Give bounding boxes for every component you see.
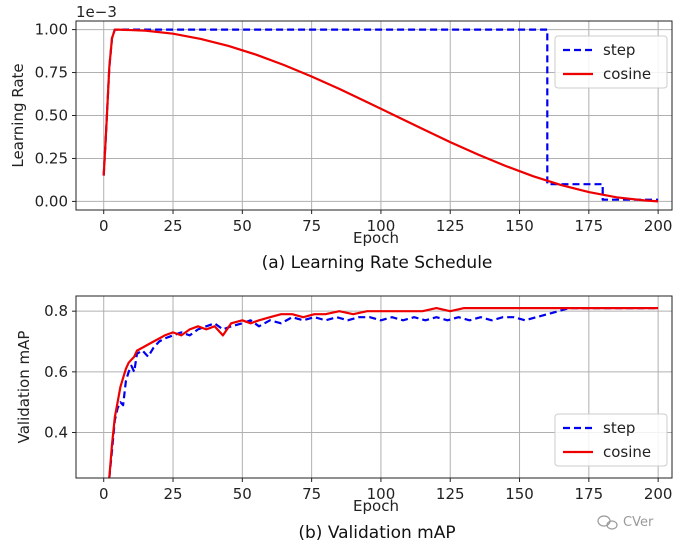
chart-learning-rate: 0 25 50 75 100 125 150 175 200 0.00 0.25 0.50 0.75 1.… [9,3,673,273]
x-axis-label: Epoch [353,497,399,515]
plot-frame [75,20,673,211]
x-tick-label-0: 0 [99,217,109,235]
watermark: CVer [597,515,654,530]
legend: step cosine [554,35,668,89]
y-tick-label-3: 0.75 [35,64,68,82]
series-line-step [108,307,659,478]
y-axis-label: Validation mAP [15,331,33,444]
x-tick-label-2: 50 [233,485,252,503]
legend-label-cosine: cosine [603,65,651,83]
legend-label-step: step [603,41,635,59]
x-axis-label: Epoch [353,229,399,247]
x-tick-label-0: 0 [99,485,109,503]
x-tick-label-6: 150 [505,485,534,503]
series-line-cosine [102,28,659,203]
y-axis-label: Learning Rate [9,63,27,167]
y-axis-multiplier: 1e−3 [76,3,117,21]
legend-label-step: step [603,419,635,437]
x-tick-label-4: 100 [367,217,396,235]
legend-label-cosine: cosine [603,443,651,461]
y-tick-label-1: 0.25 [35,149,68,167]
y-tick-label-2: 0.50 [35,107,68,125]
y-tick-label-4: 1.00 [35,21,68,39]
series-line-cosine [108,307,659,478]
x-tick-label-5: 125 [436,217,465,235]
x-tick-label-3: 75 [302,217,321,235]
chart-validation-map: 0 25 50 75 100 125 150 175 200 0.4 0.6 0.8 Epoch Vali… [15,295,673,543]
chart-caption: (a) Learning Rate Schedule [262,253,493,273]
plot-frame [75,295,673,479]
legend: step cosine [554,413,668,467]
x-tick-label-3: 75 [302,485,321,503]
y-tick-label-1: 0.6 [44,363,68,381]
x-tick-label-6: 150 [505,217,534,235]
x-tick-label-8: 200 [644,217,673,235]
x-tick-label-7: 175 [575,485,604,503]
y-tick-label-0: 0.4 [44,424,68,442]
chart-caption: (b) Validation mAP [298,523,455,543]
x-tick-label-1: 25 [163,485,182,503]
x-tick-label-8: 200 [644,485,673,503]
y-tick-label-0: 0.00 [35,192,68,210]
x-tick-label-5: 125 [436,485,465,503]
y-tick-label-2: 0.8 [44,302,68,320]
x-tick-label-2: 50 [233,217,252,235]
x-tick-label-1: 25 [163,217,182,235]
x-tick-label-4: 100 [367,485,396,503]
watermark-text: CVer [623,515,654,530]
wechat-icon [597,515,618,530]
x-tick-label-7: 175 [575,217,604,235]
